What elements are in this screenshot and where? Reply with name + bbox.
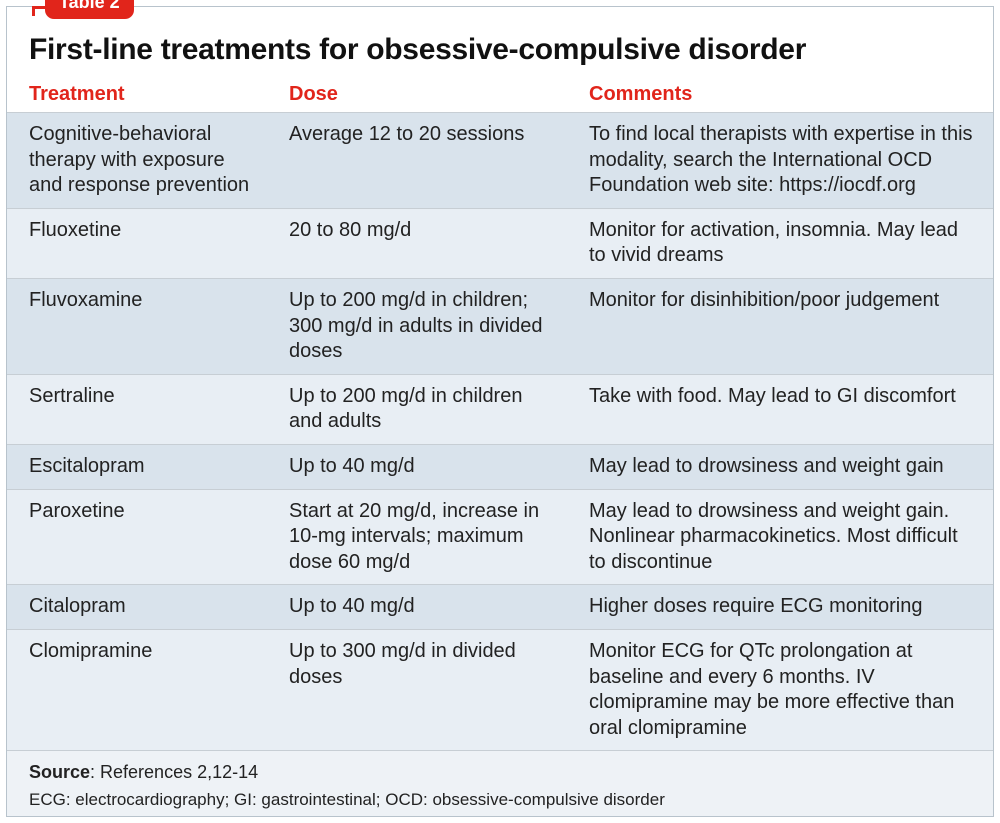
cell-dose: Up to 200 mg/d in children and adults	[267, 374, 567, 444]
cell-dose: Up to 40 mg/d	[267, 444, 567, 489]
cell-treatment: Cognitive-behavioral therapy with exposu…	[7, 113, 267, 209]
cell-comments: Monitor for disinhibition/poor judgement	[567, 278, 993, 374]
cell-dose: Average 12 to 20 sessions	[267, 113, 567, 209]
table-row: Sertraline Up to 200 mg/d in children an…	[7, 374, 993, 444]
abbreviations-line: ECG: electrocardiography; GI: gastrointe…	[29, 785, 971, 812]
cell-treatment: Escitalopram	[7, 444, 267, 489]
table-row: Cognitive-behavioral therapy with exposu…	[7, 113, 993, 209]
cell-comments: To find local therapists with expertise …	[567, 113, 993, 209]
table-header-row: Treatment Dose Comments	[7, 77, 993, 113]
table-row: Paroxetine Start at 20 mg/d, increase in…	[7, 489, 993, 585]
table-number-badge: Table 2	[45, 0, 134, 19]
cell-comments: Higher doses require ECG monitoring	[567, 585, 993, 630]
source-text: : References 2,12-14	[90, 762, 258, 782]
cell-comments: May lead to drowsiness and weight gain. …	[567, 489, 993, 585]
table-row: Fluoxetine 20 to 80 mg/d Monitor for act…	[7, 208, 993, 278]
table-row: Fluvoxamine Up to 200 mg/d in children; …	[7, 278, 993, 374]
table-row: Escitalopram Up to 40 mg/d May lead to d…	[7, 444, 993, 489]
cell-comments: Monitor for activation, insomnia. May le…	[567, 208, 993, 278]
cell-dose: Start at 20 mg/d, increase in 10-mg inte…	[267, 489, 567, 585]
cell-comments: Monitor ECG for QTc prolongation at base…	[567, 629, 993, 750]
cell-comments: May lead to drowsiness and weight gain	[567, 444, 993, 489]
cell-treatment: Fluvoxamine	[7, 278, 267, 374]
cell-dose: Up to 40 mg/d	[267, 585, 567, 630]
treatments-table: Treatment Dose Comments Cognitive-behavi…	[7, 77, 993, 751]
col-header-dose: Dose	[267, 77, 567, 113]
cell-dose: Up to 200 mg/d in children; 300 mg/d in …	[267, 278, 567, 374]
table-title: First-line treatments for obsessive-comp…	[7, 7, 993, 77]
table-row: Clomipramine Up to 300 mg/d in divided d…	[7, 629, 993, 750]
badge-connector	[32, 6, 46, 16]
col-header-comments: Comments	[567, 77, 993, 113]
source-line: Source: References 2,12-14	[29, 760, 971, 784]
cell-treatment: Citalopram	[7, 585, 267, 630]
cell-treatment: Sertraline	[7, 374, 267, 444]
cell-dose: Up to 300 mg/d in divided doses	[267, 629, 567, 750]
cell-treatment: Fluoxetine	[7, 208, 267, 278]
cell-dose: 20 to 80 mg/d	[267, 208, 567, 278]
table-footer: Source: References 2,12-14 ECG: electroc…	[7, 751, 993, 815]
table-row: Citalopram Up to 40 mg/d Higher doses re…	[7, 585, 993, 630]
source-label: Source	[29, 762, 90, 782]
table-container: Table 2 First-line treatments for obsess…	[6, 6, 994, 817]
col-header-treatment: Treatment	[7, 77, 267, 113]
cell-treatment: Paroxetine	[7, 489, 267, 585]
cell-treatment: Clomipramine	[7, 629, 267, 750]
cell-comments: Take with food. May lead to GI discomfor…	[567, 374, 993, 444]
